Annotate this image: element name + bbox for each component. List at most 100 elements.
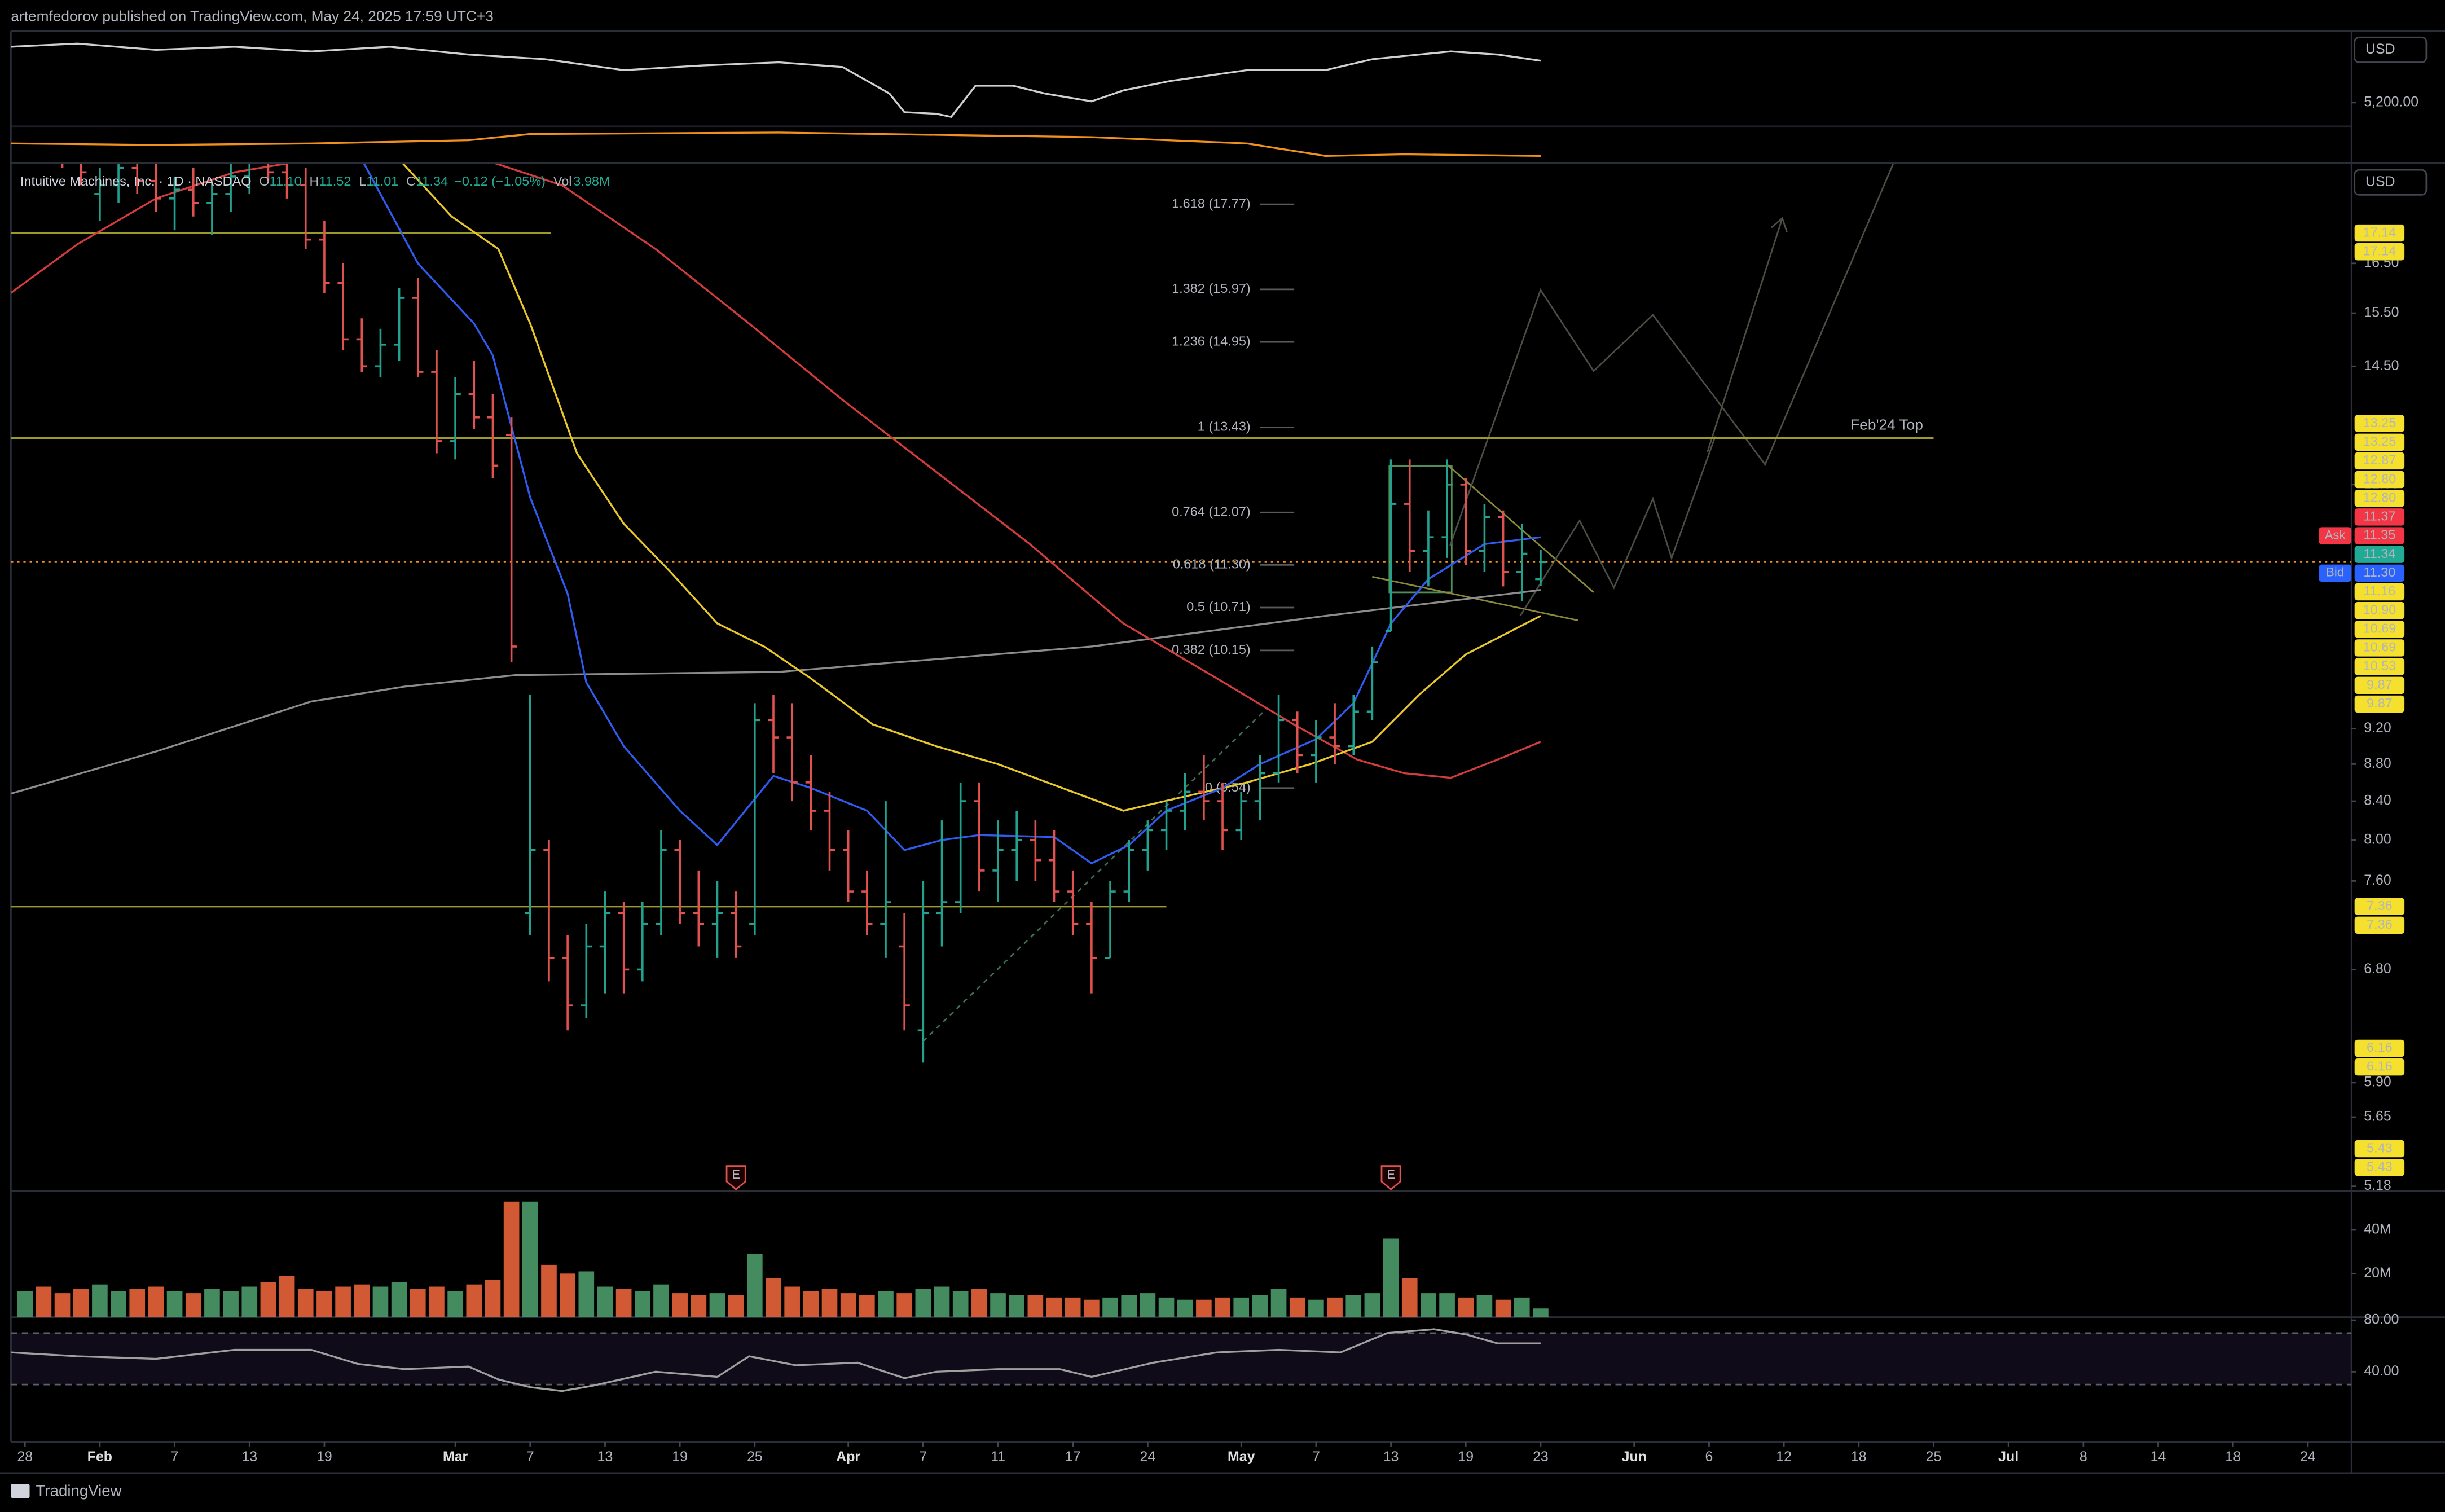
volume-bar: [541, 1264, 557, 1317]
price-label: 5.43: [2367, 1159, 2393, 1173]
header: artemfedorov published on TradingView.co…: [11, 7, 494, 24]
volume-bar: [896, 1293, 913, 1317]
volume-bar: [297, 1289, 314, 1317]
price-label-box: [2354, 898, 2405, 915]
volume-bar: [447, 1291, 463, 1317]
volume-bar: [615, 1289, 632, 1317]
volume-bar: [1514, 1297, 1530, 1317]
price-tag: Ask: [2325, 528, 2346, 542]
price-label-box: [2354, 243, 2405, 261]
volume-bar: [129, 1289, 146, 1317]
volume-bar: [691, 1295, 707, 1317]
y-tick-label: 5,200.00: [2364, 94, 2418, 109]
volume-bar: [560, 1273, 575, 1317]
x-tick-label: 6: [1705, 1449, 1713, 1465]
price-label-box: [2354, 415, 2405, 432]
volume-bar: [185, 1293, 201, 1317]
volume-bar: [1345, 1295, 1362, 1317]
legend-item: Intuitive Machines, Inc. · 1D · NASDAQ: [20, 174, 252, 188]
y-tick-label: 14.50: [2364, 358, 2399, 373]
volume-bar: [1495, 1299, 1511, 1317]
y-tick-label: 8.80: [2364, 755, 2391, 771]
price-label: 12.80: [2363, 471, 2396, 486]
x-tick-label: 18: [1851, 1449, 1867, 1465]
x-tick-label: Mar: [443, 1449, 468, 1465]
volume-bar: [840, 1293, 856, 1317]
volume-bar: [803, 1291, 819, 1317]
y-tick-label: 20M: [2364, 1265, 2391, 1281]
earnings-marker: [725, 1165, 746, 1190]
legend-item: 11.10: [270, 174, 302, 188]
price-label: 10.69: [2363, 621, 2396, 636]
moving-average: [402, 164, 1541, 812]
volume-bar: [1140, 1293, 1156, 1317]
price-label-box: [2354, 527, 2405, 544]
y-tick-label: 15.50: [2364, 305, 2399, 320]
x-tick-label: Jul: [1998, 1449, 2019, 1465]
volume-bar: [653, 1284, 669, 1317]
currency-box: [2354, 36, 2428, 63]
x-tick-label: 13: [241, 1449, 257, 1465]
volume-bar: [391, 1282, 407, 1317]
price-label: 17.14: [2363, 243, 2396, 258]
x-tick-label: May: [1228, 1449, 1255, 1465]
volume-bar: [279, 1276, 295, 1317]
fib-label: 1 (13.43): [1198, 419, 1251, 434]
volume-bar: [1401, 1278, 1418, 1317]
volume-bar: [672, 1293, 688, 1317]
price-label-box: [2354, 583, 2405, 601]
volume-bar: [410, 1289, 426, 1317]
price-label-box: [2354, 433, 2405, 451]
price-label: 17.14: [2363, 225, 2396, 239]
x-tick-label: 7: [919, 1449, 927, 1465]
volume-bar: [1046, 1297, 1062, 1317]
volume-bar: [36, 1286, 52, 1317]
fib-label: 0.618 (11.30): [1173, 557, 1251, 572]
x-tick-label: 19: [316, 1449, 332, 1465]
legend: Intuitive Machines, Inc. · 1D · NASDAQ O1…: [20, 174, 610, 188]
volume-bar: [335, 1286, 351, 1317]
volume-bar: [766, 1278, 781, 1317]
y-tick-label: 40M: [2364, 1221, 2391, 1237]
volume-bar: [1421, 1293, 1436, 1317]
volume-bar: [1308, 1299, 1324, 1317]
drawings: [922, 164, 1894, 1042]
volume-bar: [747, 1254, 763, 1317]
fib-label: 1.382 (15.97): [1172, 281, 1251, 296]
legend-item: C: [406, 174, 416, 188]
volume-bar: [578, 1271, 595, 1317]
price-label-box: [2354, 508, 2405, 526]
volume-bar: [166, 1291, 183, 1317]
volume-bar: [971, 1289, 987, 1317]
y-tick-label: 40.00: [2364, 1363, 2399, 1379]
volume-bar: [597, 1286, 613, 1317]
y-tick-label: 80.00: [2364, 1312, 2399, 1328]
price-label: 7.36: [2367, 917, 2393, 931]
footer-logo: [11, 1484, 30, 1498]
price-label: 13.25: [2363, 434, 2396, 449]
price-label: 11.34: [2363, 546, 2395, 561]
fib-label: 0.764 (12.07): [1172, 504, 1251, 518]
x-tick-label: 7: [526, 1449, 534, 1465]
volume-bar: [1084, 1299, 1100, 1317]
volume-bar: [204, 1289, 220, 1317]
currency-box: [2354, 169, 2428, 196]
price-label: 11.37: [2363, 509, 2395, 524]
volume-bar: [1196, 1299, 1212, 1317]
y-tick-label: 5.90: [2364, 1074, 2391, 1089]
compare-pane: [11, 42, 1541, 157]
volume-bar: [429, 1286, 445, 1317]
earnings-label: E: [732, 1167, 740, 1181]
price-label: 11.16: [2363, 583, 2395, 598]
x-tick-label: 8: [2079, 1449, 2087, 1465]
rsi-line: [11, 1328, 1541, 1392]
volume-bar: [728, 1295, 744, 1317]
projection: [1519, 436, 1716, 617]
x-tick-label: 13: [597, 1449, 613, 1465]
price-label-box: [2354, 658, 2405, 675]
y-tick-label: 6.80: [2364, 961, 2391, 977]
volume-bar: [821, 1289, 838, 1317]
volume-bar: [522, 1201, 538, 1317]
volume-bar: [990, 1293, 1006, 1317]
